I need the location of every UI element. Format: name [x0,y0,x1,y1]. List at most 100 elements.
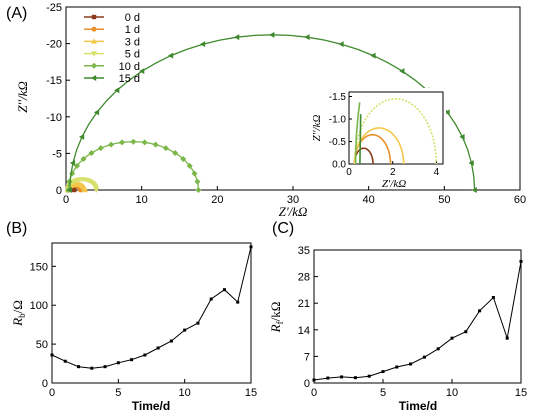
data-point-15d [139,68,145,75]
data-point-10d [195,187,202,193]
y-tick-label-a: -20 [46,39,62,51]
data-point-10d [119,139,126,146]
y-tick-label-a: -15 [46,75,62,87]
y-tick-label-c: 14 [298,325,310,337]
data-point-15d [78,133,85,140]
y-tick-label-c: 28 [298,272,310,284]
legend-label: 0 d [125,12,140,24]
data-point-10d [194,178,201,185]
y-tick-label-c: 21 [298,298,310,310]
y-tick-label-a: -25 [46,2,62,14]
data-point-15d [269,31,275,38]
x-tick-label-b: 15 [245,387,257,399]
legend-marker [91,62,97,69]
data-point-b [63,359,67,363]
inset-series-3d [353,127,405,165]
data-point-b [50,353,54,357]
data-point-15d [468,160,474,167]
y-tick-label-b: 50 [36,339,48,351]
data-point-10d [130,138,137,145]
data-point-b [196,321,200,325]
inset-series-10d [354,102,361,165]
x-tick-label-a: 30 [287,194,299,206]
data-point-b [130,358,134,362]
x-tick-label-b: 10 [179,387,191,399]
y-tick-label-b: 150 [30,261,48,273]
data-point-b [90,366,94,370]
data-point-b [183,328,187,332]
x-tick-label-a: 10 [136,194,148,206]
data-point-10d [108,141,115,148]
series-line-c [313,261,522,381]
y-tick-label-c: 0 [304,378,310,390]
data-point-10d [186,162,193,169]
inset-series-15d [359,114,362,165]
legend-label: 1 d [125,24,140,36]
data-point-15d [167,52,174,59]
data-point-c [340,375,344,379]
data-point-15d [370,52,376,59]
x-axis-label-b: Time/d [132,399,170,413]
data-point-10d [191,170,198,177]
x-tick-label-b: 5 [115,387,121,399]
plot-frame-b [51,242,252,384]
data-point-c [353,376,357,380]
data-point-b [116,361,120,365]
data-point-b [236,300,240,304]
inset-plot: 0 2 4 0.0 -0.5 -1.0 -1.5 Z'/kΩ Z''/kΩ [311,88,446,190]
data-point-c [505,336,509,340]
data-point-15d [114,87,120,94]
panel-label-c: (C) [272,220,294,237]
data-point-10d [88,149,95,156]
x-tick-label-c: 10 [446,387,458,399]
legend-marker [91,38,97,44]
data-point-15d [69,160,76,167]
data-point-15d [399,68,405,75]
data-point-c [450,336,454,340]
x-tick-label-c: 0 [311,387,317,399]
data-point-c [436,347,440,351]
y-tick-label-c: 7 [304,351,310,363]
data-point-b [209,297,213,301]
data-point-15d [234,34,240,41]
inset-x-tick-label: 2 [390,167,396,178]
data-point-10d [152,141,159,148]
x-tick-label-a: 20 [211,194,223,206]
legend-label: 15 d [119,73,140,85]
y-tick-label-a: -5 [52,148,62,160]
inset-frame [348,91,444,165]
data-point-c [326,376,330,380]
data-point-0d [72,187,77,193]
data-point-c [367,374,371,378]
y-tick-label-b: 0 [42,378,48,390]
x-tick-label-c: 5 [380,387,386,399]
inset-y-axis-label: Z''/kΩ [311,115,323,142]
panel-label-a: (A) [6,5,27,22]
data-point-10d [141,139,148,146]
data-point-c [491,296,495,299]
data-point-c [312,378,316,382]
nyquist-plot: 0 10 20 30 40 50 60 0-5-10-15-20-25 0 d1 d3 d5… [15,2,526,219]
x-tick-label-a: 0 [63,194,69,206]
data-point-10d [180,155,187,162]
data-point-b [169,339,173,343]
panel-label-b: (B) [6,220,27,237]
y-axis-label-b: Rb/Ω [10,300,27,327]
x-tick-label-b: 0 [49,387,55,399]
inset-y-tick-label: -0.5 [329,137,347,148]
legend-marker [91,14,97,20]
inset-y-tick-label: 0.0 [332,160,346,171]
inset-x-tick-label: 0 [346,167,352,178]
data-point-10d [162,145,169,152]
inset-y-tick-label: -1.5 [329,92,347,103]
data-point-15d [444,109,450,116]
data-point-c [395,365,399,369]
data-point-c [409,362,413,366]
legend-label: 3 d [125,36,140,48]
y-axis-label-a: Z''/kΩ [15,81,30,113]
data-point-15d [459,133,465,140]
data-point-10d [80,155,87,162]
inset-x-axis-label: Z'/kΩ [382,178,406,190]
